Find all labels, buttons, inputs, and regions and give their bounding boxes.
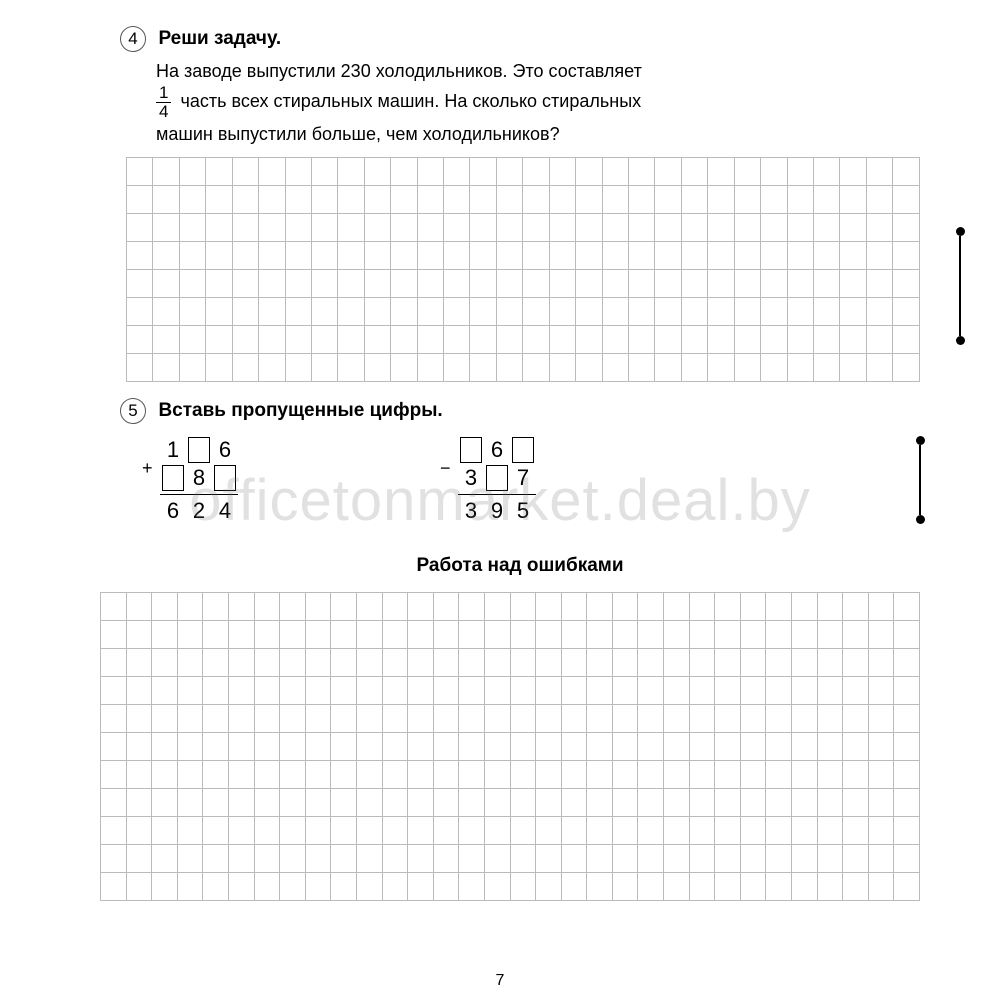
subtraction-problem[interactable]: − 637395: [458, 436, 536, 525]
mistakes-title: Работа над ошибками: [120, 555, 920, 577]
marker-dot-bottom: [956, 336, 965, 345]
digit: 3: [458, 464, 484, 492]
frac-num: 1: [156, 84, 171, 103]
marker-line: [919, 445, 921, 515]
task4-grid[interactable]: [126, 157, 920, 382]
marker-dot-bottom: [916, 515, 925, 524]
digit: 1: [160, 436, 186, 464]
digit: 6: [160, 497, 186, 525]
marker-line: [959, 236, 961, 336]
task5-number: 5: [128, 401, 137, 421]
blank-box[interactable]: [486, 465, 508, 491]
digit: 4: [212, 497, 238, 525]
task-5-header: 5 Вставь пропущенные цифры.: [120, 398, 920, 424]
task4-title: Реши задачу.: [158, 28, 281, 49]
task5-math-row: + 168624 − 637395: [160, 436, 920, 525]
page-number: 7: [0, 972, 1000, 990]
digit: 9: [484, 497, 510, 525]
digit: 2: [186, 497, 212, 525]
blank-box[interactable]: [214, 465, 236, 491]
task4-margin-marker: [950, 227, 970, 345]
addition-problem[interactable]: + 168624: [160, 436, 238, 525]
task4-body: На заводе выпустили 230 холодильников. Э…: [156, 58, 920, 147]
marker-dot-top: [916, 436, 925, 445]
task4-number: 4: [128, 29, 137, 49]
blank-box[interactable]: [162, 465, 184, 491]
digit: 5: [510, 497, 536, 525]
marker-dot-top: [956, 227, 965, 236]
digit: 8: [186, 464, 212, 492]
digit: 7: [510, 464, 536, 492]
blank-box[interactable]: [460, 437, 482, 463]
task4-line1: На заводе выпустили 230 холодильников. Э…: [156, 61, 642, 81]
task4-number-circle: 4: [120, 26, 146, 52]
minus-sign: −: [440, 458, 451, 479]
blank-box[interactable]: [188, 437, 210, 463]
task4-fraction: 1 4: [156, 84, 171, 121]
frac-den: 4: [156, 103, 171, 121]
task-4-header: 4 Реши задачу.: [120, 26, 920, 52]
task5-number-circle: 5: [120, 398, 146, 424]
task5-title: Вставь пропущенные цифры.: [158, 400, 442, 421]
blank-box[interactable]: [512, 437, 534, 463]
task4-line2: часть всех стиральных машин. На сколько …: [180, 91, 641, 111]
task4-line3: машин выпустили больше, чем холодильнико…: [156, 124, 560, 144]
plus-sign: +: [142, 458, 153, 479]
digit: 6: [484, 436, 510, 464]
mistakes-grid[interactable]: [100, 592, 920, 901]
digit: 3: [458, 497, 484, 525]
digit: 6: [212, 436, 238, 464]
task5-margin-marker: [910, 436, 930, 524]
